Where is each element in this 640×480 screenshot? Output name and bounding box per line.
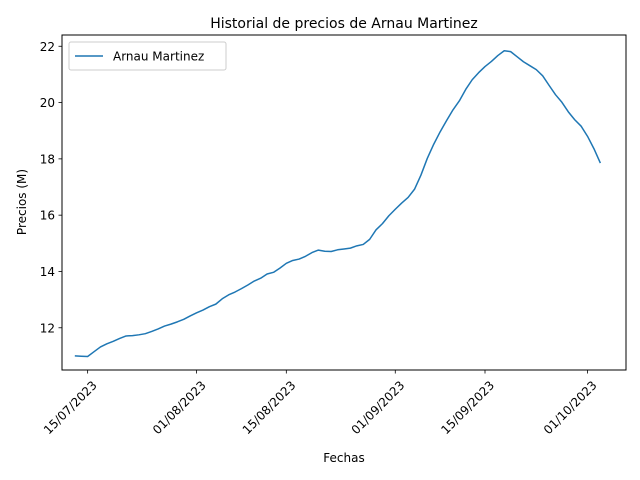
legend-label: Arnau Martinez xyxy=(113,50,204,64)
y-tick-label: 14 xyxy=(40,265,55,279)
x-axis-label: Fechas xyxy=(323,451,364,465)
y-tick-label: 20 xyxy=(40,96,55,110)
chart-title: Historial de precios de Arnau Martinez xyxy=(210,16,478,32)
series-layer xyxy=(74,50,602,358)
y-tick-label: 18 xyxy=(40,152,55,166)
y-tick-label: 16 xyxy=(40,209,55,223)
y-axis-ticks: 12 14 16 18 20 22 xyxy=(40,40,62,335)
y-tick-label: 12 xyxy=(40,321,55,335)
legend-frame xyxy=(68,41,227,71)
axes-frame xyxy=(61,34,627,371)
legend: Arnau Martinez xyxy=(68,41,227,71)
y-tick-label: 22 xyxy=(40,40,55,54)
y-axis-label: Precios (M) xyxy=(15,169,29,235)
